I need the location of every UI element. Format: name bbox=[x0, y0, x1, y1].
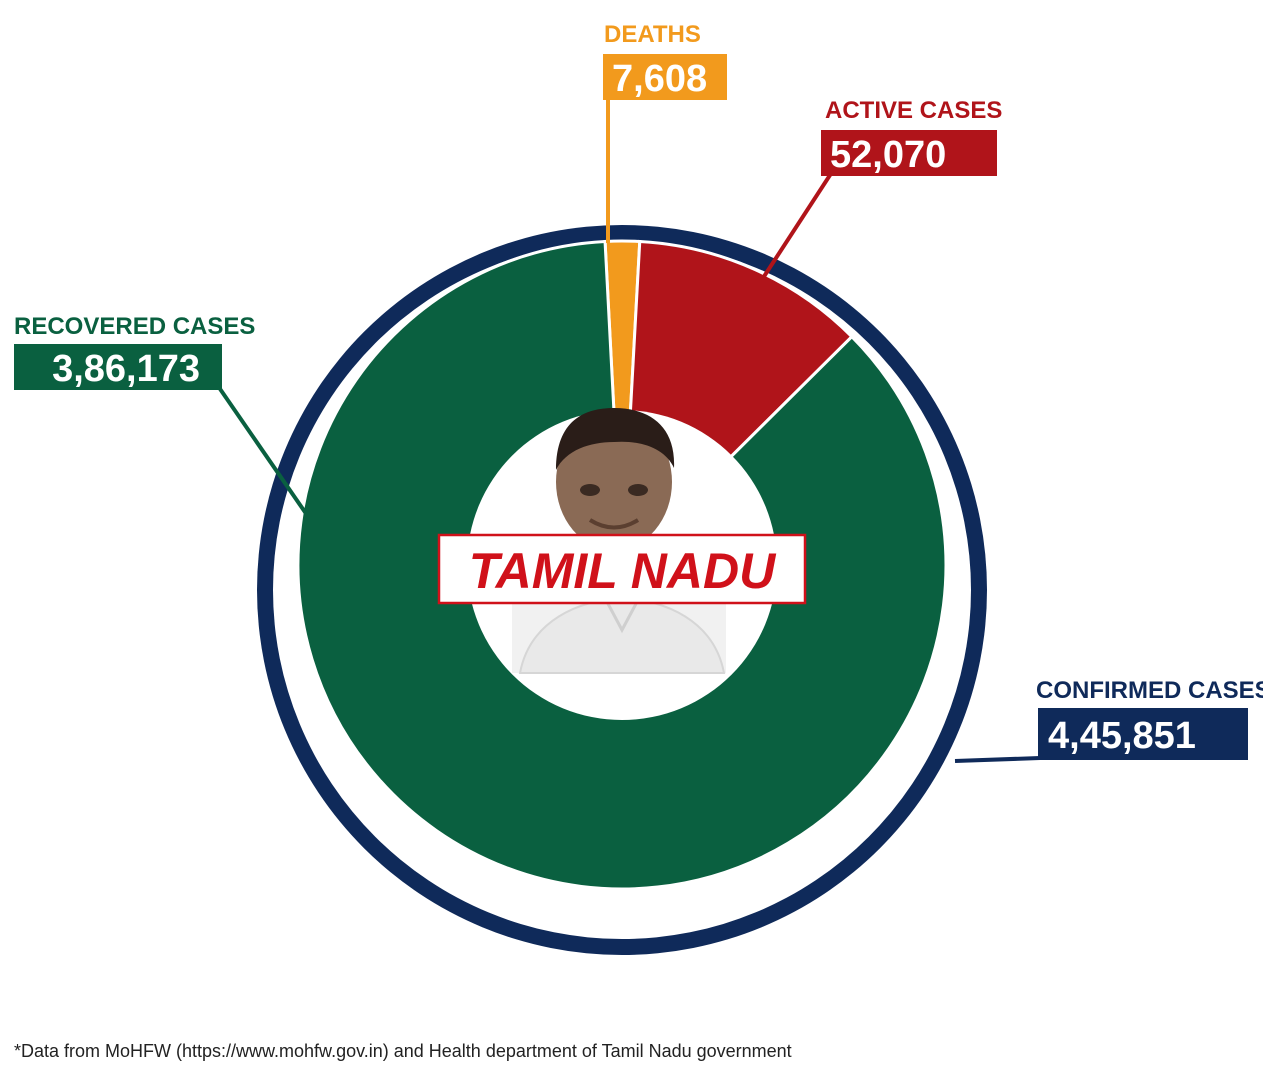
confirmed-value-box bbox=[1038, 708, 1248, 760]
deaths-label: DEATHS bbox=[604, 21, 701, 48]
recovered-value: 3,86,173 bbox=[52, 348, 200, 390]
active-callout: ACTIVE CASES 52,070 bbox=[821, 97, 1002, 176]
confirmed-callout: CONFIRMED CASES 4,45,851 bbox=[1036, 677, 1263, 760]
footnote: *Data from MoHFW (https://www.mohfw.gov.… bbox=[14, 1041, 792, 1061]
person-portrait-icon bbox=[512, 408, 726, 674]
deaths-callout: DEATHS 7,608 bbox=[603, 21, 727, 100]
confirmed-leader-line bbox=[954, 756, 1041, 763]
recovered-callout: RECOVERED CASES 3,86,173 bbox=[14, 313, 255, 390]
center-title-box: TAMIL NADU bbox=[437, 533, 807, 605]
recovered-leader-line bbox=[216, 384, 309, 517]
confirmed-label: CONFIRMED CASES bbox=[1036, 677, 1263, 704]
confirmed-value: 4,45,851 bbox=[1048, 715, 1196, 757]
deaths-value-box bbox=[603, 54, 727, 100]
active-value: 52,070 bbox=[830, 134, 946, 176]
active-value-box bbox=[821, 130, 997, 176]
deaths-value: 7,608 bbox=[612, 58, 707, 100]
active-leader-line bbox=[761, 170, 834, 280]
recovered-label: RECOVERED CASES bbox=[14, 313, 255, 340]
center-title: TAMIL NADU bbox=[469, 543, 777, 599]
recovered-value-box bbox=[14, 344, 222, 390]
active-label: ACTIVE CASES bbox=[825, 97, 1002, 124]
